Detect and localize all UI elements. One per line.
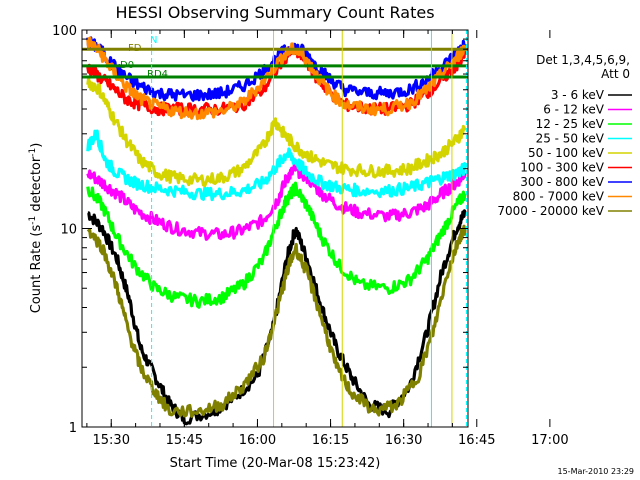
- flag-steps-layer: [82, 47, 468, 79]
- x-axis-label: Start Time (20-Mar-08 15:23:42): [170, 456, 381, 471]
- series-line-12-25-kev: [86, 181, 467, 309]
- legend-label-800-7000-kev: 800 - 7000 keV: [513, 190, 605, 204]
- legend-label-100-300-kev: 100 - 300 keV: [520, 161, 604, 175]
- legend-label-50-100-kev: 50 - 100 keV: [528, 146, 605, 160]
- legend-header-line2: Att 0: [601, 67, 630, 81]
- x-tick-label-2: 16:00: [239, 433, 276, 448]
- x-tick-label-1: 15:45: [166, 433, 203, 448]
- x-tick-label-4: 16:30: [385, 433, 422, 448]
- legend-label-3-6-kev: 3 - 6 keV: [551, 88, 605, 102]
- flag-label-fd: FD: [128, 43, 142, 54]
- series-line-25-50-kev: [86, 129, 467, 202]
- x-tick-label-5: 16:45: [458, 433, 495, 448]
- series-line-50-100-kev: [86, 77, 467, 188]
- legend-label-300-800-kev: 300 - 800 keV: [520, 175, 604, 189]
- chart-title: HESSI Observing Summary Count Rates: [115, 3, 434, 22]
- x-tick-label-3: 16:15: [312, 433, 349, 448]
- axes-layer: 15:30 15:45 16:00 16:15 16:30 16:45 17:00 1 10 10…: [52, 24, 568, 448]
- flag-label-n: N: [150, 35, 157, 46]
- legend-label-7000-20000-kev: 7000 - 20000 keV: [497, 204, 604, 218]
- y-axis-label-main: Count Rate (s: [29, 225, 44, 314]
- y-axis-label: Count Rate (s-1 detector-1): [28, 143, 44, 314]
- x-tick-label-0: 15:30: [93, 433, 130, 448]
- legend-label-25-50-kev: 25 - 50 keV: [536, 132, 605, 146]
- series-line-7000-20000-kev: [86, 224, 467, 418]
- flag-labels-layer: N FD D0 RD4: [120, 35, 168, 80]
- legend-header-line1: Det 1,3,4,5,6,9,: [536, 53, 630, 67]
- legend-label-6-12-kev: 6 - 12 keV: [543, 103, 605, 117]
- y-axis-label-end: ): [29, 143, 44, 148]
- flag-label-rd4: RD4: [147, 69, 168, 80]
- y-tick-label-1: 10: [60, 223, 77, 238]
- y-axis-label-mid: detector: [29, 156, 44, 216]
- y-tick-label-0: 1: [69, 421, 77, 436]
- y-tick-label-2: 100: [52, 24, 77, 39]
- y-axis-label-sup2: -1: [28, 148, 38, 157]
- series-line-6-12-kev: [86, 163, 467, 241]
- x-tick-label-6: 17:00: [531, 433, 568, 448]
- flag-label-d0: D0: [120, 60, 134, 71]
- legend-label-12-25-kev: 12 - 25 keV: [536, 117, 605, 131]
- timestamp: 15-Mar-2010 23:29: [558, 467, 635, 476]
- series-layer: [86, 36, 467, 426]
- y-axis-label-sup1: -1: [28, 216, 38, 225]
